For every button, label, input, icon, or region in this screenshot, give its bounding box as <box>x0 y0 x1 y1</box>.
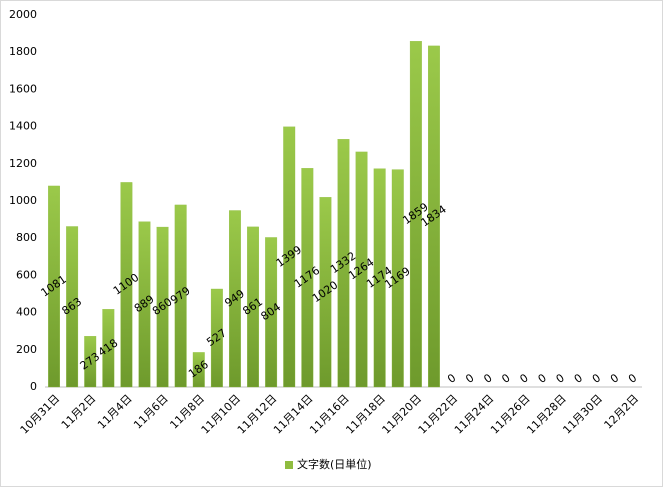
bar <box>48 185 60 388</box>
bar <box>283 126 296 388</box>
bar <box>373 168 386 388</box>
bar <box>156 226 169 388</box>
bar <box>428 45 440 388</box>
bar <box>265 237 278 388</box>
y-tick-label: 1800 <box>9 45 37 58</box>
y-tick-label: 2000 <box>9 8 37 21</box>
y-tick-label: 200 <box>16 343 37 356</box>
bar <box>102 309 115 388</box>
bar <box>391 169 404 388</box>
bar <box>138 221 151 388</box>
y-tick-label: 1400 <box>9 120 37 133</box>
y-tick-label: 1000 <box>9 194 37 207</box>
bar <box>84 336 97 388</box>
bar <box>247 226 259 388</box>
bar <box>229 210 241 388</box>
bar <box>409 41 422 388</box>
y-tick-label: 800 <box>16 231 37 244</box>
bar <box>301 168 314 388</box>
bar <box>210 288 223 388</box>
y-tick-label: 400 <box>16 306 37 319</box>
legend-swatch <box>285 461 293 469</box>
y-tick-label: 1600 <box>9 82 37 95</box>
bar <box>337 139 350 388</box>
y-tick-label: 0 <box>30 380 37 393</box>
legend-label: 文字数(日単位) <box>297 457 372 471</box>
bar <box>192 352 205 388</box>
y-tick-label: 1200 <box>9 157 37 170</box>
bar <box>174 204 187 388</box>
bar <box>120 182 133 388</box>
bar <box>355 151 368 388</box>
bar <box>319 197 332 388</box>
y-tick-label: 600 <box>16 268 37 281</box>
bar <box>66 226 79 388</box>
